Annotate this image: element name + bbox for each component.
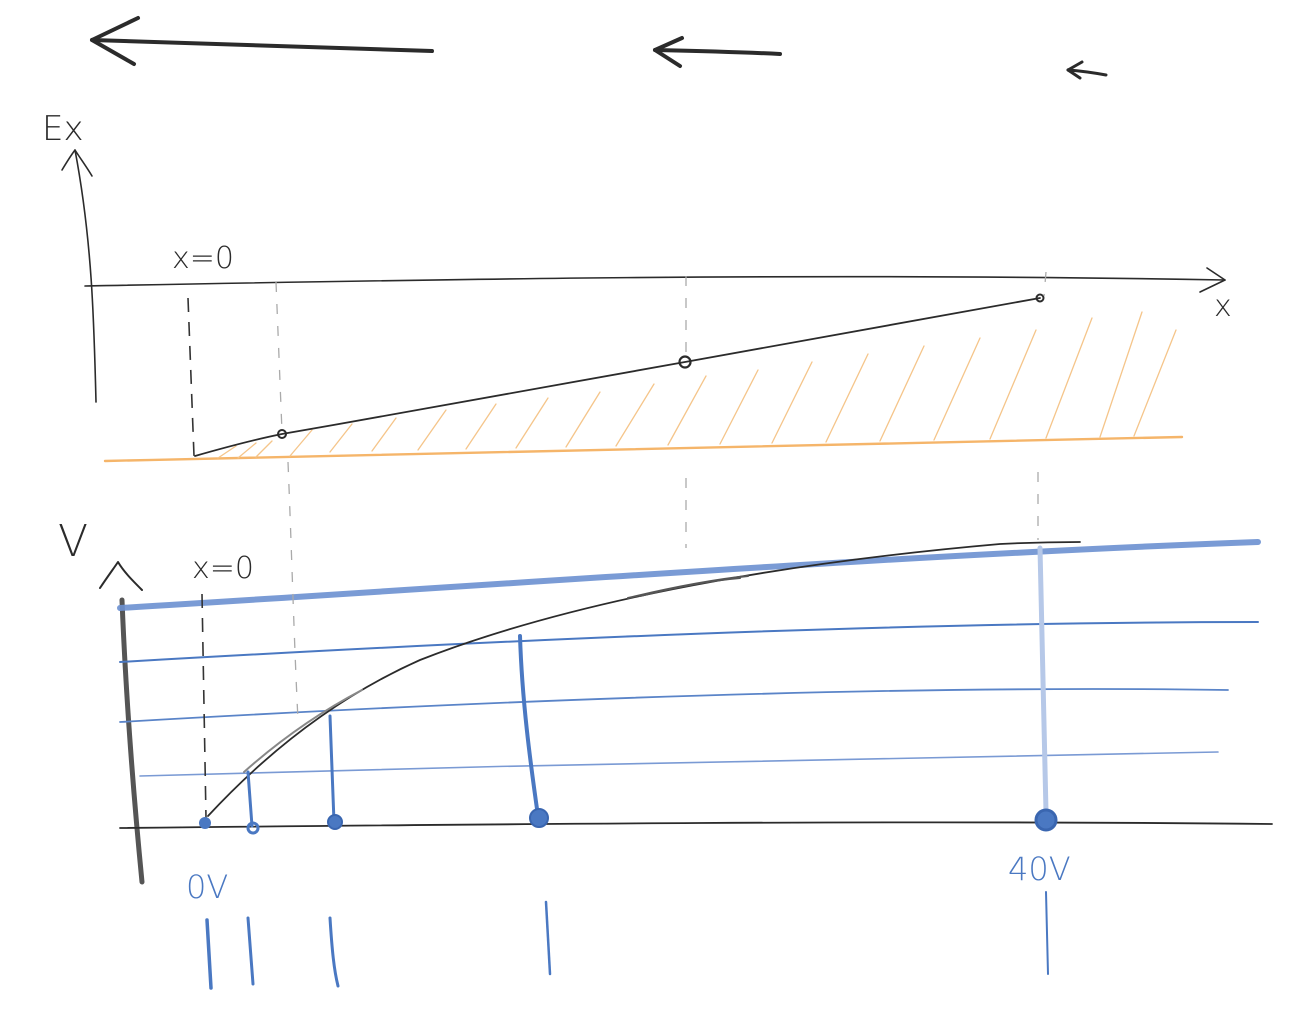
ex-point-3: [1035, 293, 1045, 303]
drop-line-1: [246, 770, 254, 828]
potential-curve: [207, 541, 1081, 817]
v-axis-line: [119, 597, 145, 885]
tangent-mark-mid: [627, 575, 749, 599]
equipotential-line-2: [119, 688, 1229, 723]
spacing-tick-4: [544, 900, 552, 976]
v-point-2: [327, 814, 343, 830]
ex-point-2: [678, 355, 692, 369]
ex-point-1: [277, 429, 287, 439]
guide-x0-upper: [187, 297, 195, 457]
tangent-mark-low: [243, 689, 363, 773]
x-axis-label: x: [1214, 289, 1232, 324]
guide-3-upper: [1043, 271, 1047, 297]
equipotential-line-1: [139, 751, 1219, 777]
ex-curve: [194, 297, 1041, 457]
potential-label-0v: 0V: [186, 868, 228, 906]
equipotential-line-3: [119, 621, 1259, 663]
v-axis-arrow: [99, 561, 143, 591]
v-baseline: [119, 821, 1273, 829]
v-point-40v: [1034, 808, 1058, 832]
charge-baseline: [103, 435, 1184, 463]
potential-label-40v: 40V: [1008, 850, 1071, 888]
ex-axis-label: Ex: [42, 109, 84, 149]
drop-line-2: [328, 714, 336, 824]
equipotential-line-40v: [117, 539, 1261, 611]
v-point-0v: [199, 817, 211, 829]
guide-x0-lower: [201, 593, 207, 819]
spacing-tick-1: [205, 918, 213, 990]
x-axis-line: [84, 275, 1226, 287]
ex-axis-line: [74, 149, 97, 403]
v-point-3: [529, 808, 549, 828]
x-axis-arrow: [1199, 267, 1226, 293]
guide-1-upper: [275, 281, 283, 433]
spacing-tick-2: [246, 916, 255, 986]
ex-axis-arrow: [61, 149, 93, 177]
field-arrow-medium: [653, 36, 782, 68]
x-zero-label-top: x=0: [172, 241, 234, 276]
x-zero-label-bottom: x=0: [192, 551, 254, 586]
v-graph: V x=0 0V 40V: [58, 461, 1273, 906]
field-arrow-small: [1066, 60, 1108, 80]
guide-1-lower: [287, 461, 299, 721]
spacing-tick-3: [328, 916, 340, 988]
v-axis-label: V: [58, 516, 88, 567]
spacing-tick-5: [1045, 891, 1049, 975]
drop-line-3: [518, 634, 540, 818]
spacing-ticks: [205, 891, 1049, 990]
charge-hatching: [217, 311, 1177, 459]
v-point-1: [246, 821, 260, 835]
ex-graph: Ex x x=0: [42, 109, 1232, 463]
field-arrow-large: [90, 16, 434, 66]
guide-3-lower: [1037, 545, 1049, 815]
